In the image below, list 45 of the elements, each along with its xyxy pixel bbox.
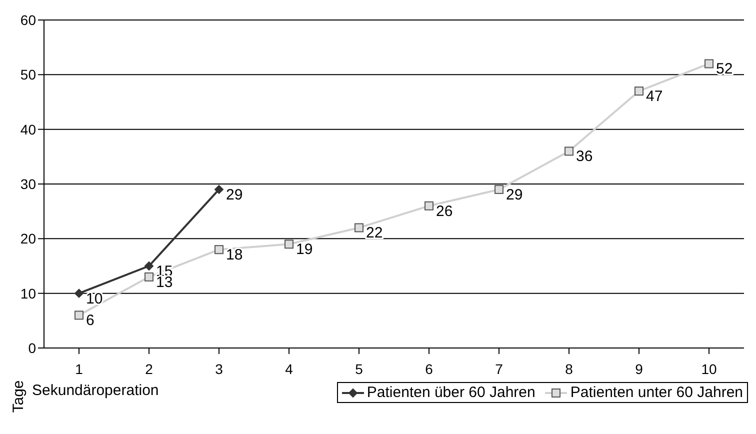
- x-tick-label: 3: [215, 360, 224, 377]
- legend-label: Patienten über 60 Jahren: [366, 384, 536, 401]
- point: [74, 310, 84, 320]
- point: [424, 201, 434, 210]
- point: [214, 245, 224, 254]
- point: [74, 288, 84, 298]
- data-label: 52: [716, 60, 733, 78]
- x-tick-label: 1: [75, 360, 84, 377]
- data-label: 29: [226, 186, 243, 204]
- data-label: 6: [86, 312, 94, 330]
- data-label: 26: [436, 202, 453, 220]
- y-tick-label: 20: [20, 230, 36, 247]
- point: [284, 240, 294, 249]
- legend-label: Patienten unter 60 Jahren: [569, 384, 743, 401]
- x-axis-title: Sekundäroperation: [32, 382, 159, 399]
- y-tick-label: 60: [20, 12, 36, 28]
- x-tick-label: 8: [565, 360, 574, 377]
- x-tick-label: 7: [495, 360, 504, 377]
- point: [354, 223, 364, 232]
- point: [494, 184, 504, 194]
- data-label: 36: [576, 148, 593, 166]
- y-tick-label: 30: [20, 176, 36, 192]
- point: [144, 262, 154, 270]
- y-tick-label: 50: [20, 66, 36, 83]
- data-label: 29: [506, 186, 523, 204]
- data-label: 47: [646, 88, 663, 106]
- data-label: 22: [366, 224, 383, 242]
- x-tick-label: 6: [425, 360, 434, 377]
- data-label: 19: [296, 241, 313, 258]
- data-label: 10: [86, 290, 103, 308]
- data-label: 18: [226, 246, 243, 264]
- x-tick-label: 9: [635, 360, 644, 377]
- point: [144, 272, 154, 282]
- point: [214, 184, 224, 194]
- y-tick-label: 0: [28, 340, 36, 356]
- y-axis-title: Tage: [10, 380, 27, 413]
- x-tick-label: 10: [701, 360, 717, 377]
- x-tick-label: 5: [355, 360, 364, 377]
- point: [564, 146, 574, 156]
- y-tick-label: 40: [20, 121, 36, 138]
- y-tick-label: 10: [20, 285, 36, 302]
- x-tick-label: 2: [145, 360, 154, 377]
- x-tick-label: 4: [285, 360, 294, 377]
- point: [704, 59, 714, 68]
- point: [634, 86, 644, 96]
